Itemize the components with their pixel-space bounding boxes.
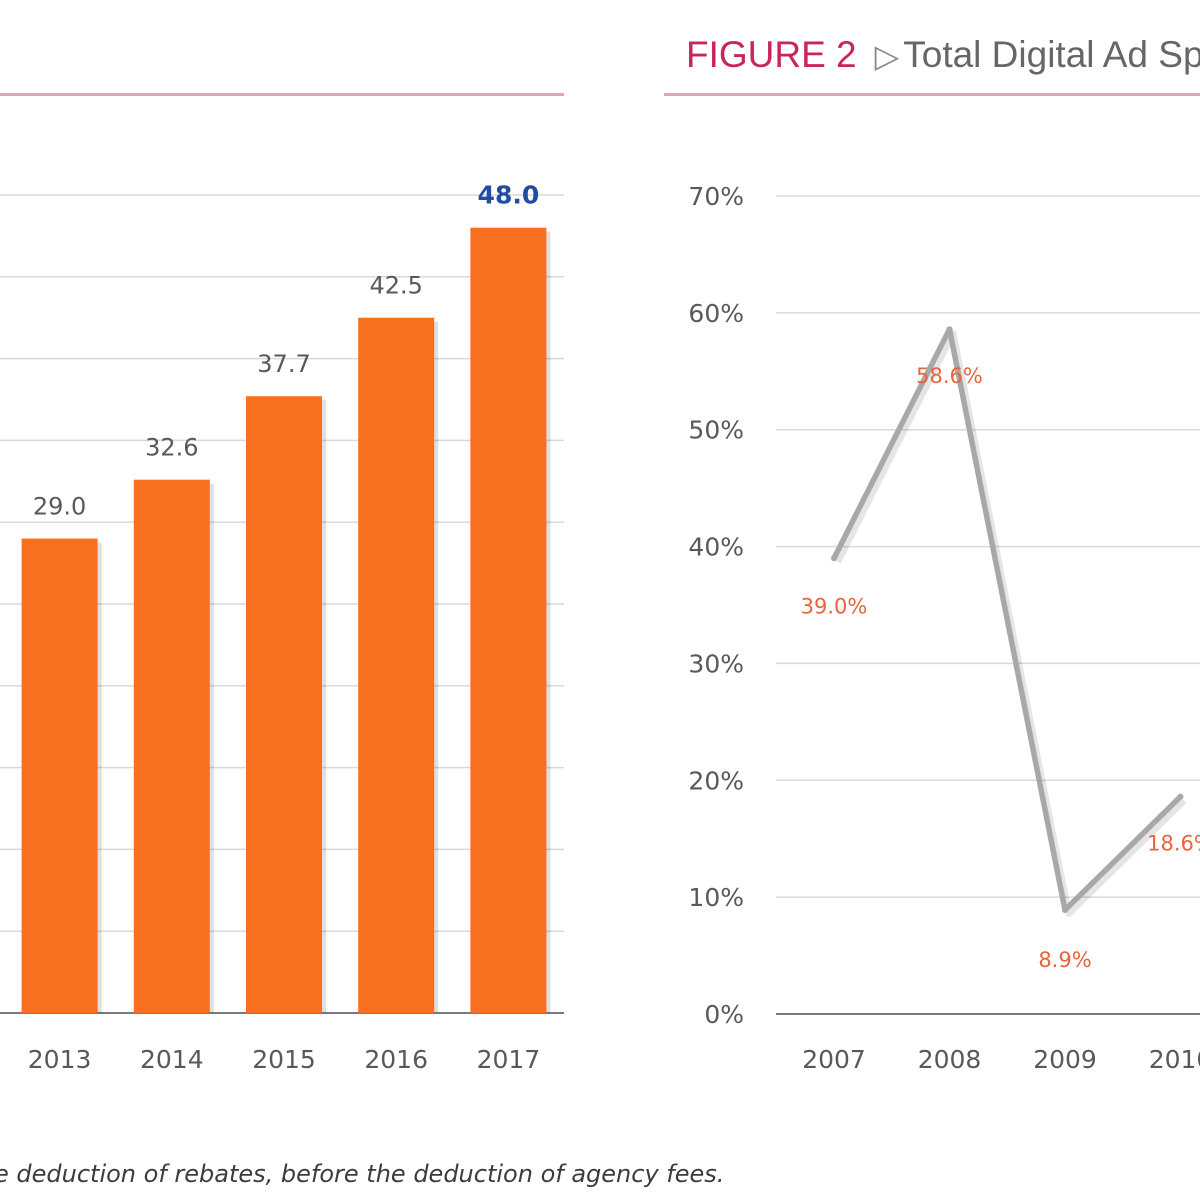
figure2-title: Total Digital Ad Spe bbox=[903, 34, 1200, 75]
bar bbox=[21, 538, 98, 1013]
bar-data-label: 42.5 bbox=[369, 272, 422, 300]
line-y-tick-label: 10% bbox=[688, 883, 744, 912]
series-line-shadow bbox=[835, 330, 1187, 917]
figure2-title-rule bbox=[664, 93, 1200, 96]
line-y-tick-label: 20% bbox=[688, 766, 744, 795]
bar-data-label: 48.0 bbox=[478, 181, 540, 210]
line-x-tick-label: 2008 bbox=[918, 1045, 982, 1074]
bar bbox=[133, 479, 210, 1013]
line-y-tick-label: 30% bbox=[688, 649, 744, 678]
bar-x-tick-label: 2016 bbox=[364, 1045, 428, 1074]
bar-data-label: 37.7 bbox=[257, 350, 310, 378]
bar bbox=[358, 317, 435, 1013]
line-y-tick-label: 0% bbox=[704, 1000, 744, 1029]
bar-x-tick-label: 2013 bbox=[28, 1045, 92, 1074]
series-point bbox=[946, 326, 953, 333]
line-y-tick-label: 60% bbox=[688, 299, 744, 328]
figure1-title-rule bbox=[0, 93, 564, 96]
figure2-label: FIGURE 2 bbox=[686, 34, 857, 75]
bar-x-tick-label: 2014 bbox=[140, 1045, 204, 1074]
bar bbox=[246, 396, 322, 1013]
line-data-label: 8.9% bbox=[1038, 948, 1091, 972]
series-line bbox=[831, 326, 1184, 913]
figure2-heading: FIGURE 2 ▷ Total Digital Ad Spe bbox=[686, 34, 1200, 76]
line-data-label: 39.0% bbox=[801, 594, 868, 618]
bar-chart: 29.0 2013 32.6 2014 37.7 2015 42.5 2016 48.0 2017 bbox=[0, 181, 564, 1074]
series-point bbox=[831, 555, 837, 562]
line-y-tick-label: 70% bbox=[688, 182, 744, 211]
line-data-label: 58.6% bbox=[916, 364, 983, 388]
line-x-tick-label: 2010 bbox=[1149, 1045, 1200, 1074]
footnote: e deduction of rebates, before the deduc… bbox=[0, 1160, 725, 1188]
triangle-right-outline-icon: ▷ bbox=[874, 38, 900, 74]
line-y-tick-label: 50% bbox=[688, 416, 744, 445]
series-point bbox=[1177, 793, 1184, 800]
line-x-tick-label: 2007 bbox=[802, 1045, 866, 1074]
line-data-label: 18.6% bbox=[1147, 832, 1200, 856]
bar bbox=[470, 227, 547, 1014]
bar-x-tick-label: 2015 bbox=[252, 1045, 316, 1074]
bar-data-label: 29.0 bbox=[33, 493, 86, 521]
series-point bbox=[1062, 906, 1068, 913]
bar-data-label: 32.6 bbox=[145, 434, 198, 462]
line-y-tick-label: 40% bbox=[688, 533, 744, 562]
line-chart: 0% 10% 20% 30% 40% 50% 60% 70% 2007 2008 2009 2010 3… bbox=[688, 182, 1200, 1074]
bar-x-tick-label: 2017 bbox=[477, 1045, 541, 1074]
line-x-tick-label: 2009 bbox=[1033, 1045, 1097, 1074]
